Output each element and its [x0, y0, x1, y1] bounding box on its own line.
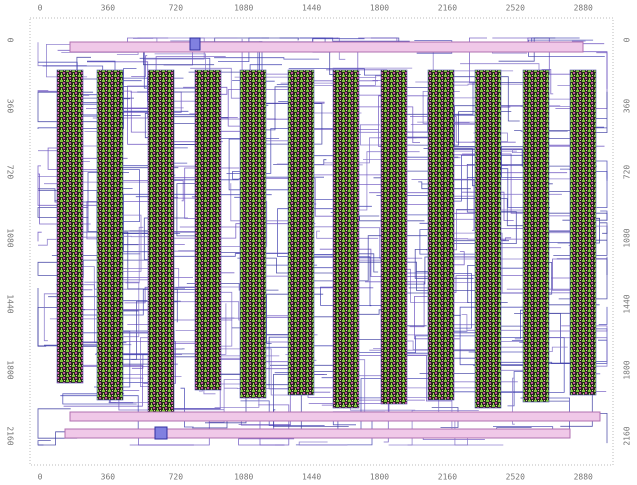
cell-row [381, 70, 407, 404]
cell-row [288, 70, 314, 395]
y-tick-label: 1080 [6, 228, 15, 247]
power-strap [65, 429, 570, 438]
cell-row [240, 70, 266, 398]
pad [190, 38, 200, 50]
y-tick-label: 2160 [6, 426, 15, 445]
cell-row [148, 70, 174, 412]
power-strap [70, 412, 600, 421]
x-tick-label: 1800 [370, 4, 389, 13]
y-tick-label: 720 [623, 165, 632, 180]
x-tick-label: 1080 [234, 473, 253, 482]
x-tick-label: 2880 [574, 4, 593, 13]
y-tick-label: 720 [6, 165, 15, 180]
cell-row [195, 70, 221, 390]
x-tick-label: 0 [38, 473, 43, 482]
x-tick-label: 1440 [302, 4, 321, 13]
cell-row [570, 70, 596, 395]
cell-row [428, 70, 454, 400]
y-tick-label: 1800 [623, 360, 632, 379]
cell-row [57, 70, 83, 383]
x-tick-label: 360 [101, 4, 116, 13]
y-tick-label: 1800 [6, 360, 15, 379]
cell-row [97, 70, 123, 400]
x-tick-label: 1080 [234, 4, 253, 13]
y-tick-label: 1440 [623, 294, 632, 313]
layout-view: 0 0 360 360 720 720 1080 1080 1440 1440 1800 1800 21… [0, 0, 637, 485]
y-tick-label: 1080 [623, 228, 632, 247]
x-tick-label: 1440 [302, 473, 321, 482]
y-tick-label: 0 [623, 37, 632, 42]
x-tick-label: 0 [38, 4, 43, 13]
y-tick-label: 360 [623, 99, 632, 114]
x-tick-label: 2880 [574, 473, 593, 482]
x-tick-label: 2520 [506, 473, 525, 482]
x-tick-label: 2520 [506, 4, 525, 13]
y-tick-label: 2160 [623, 426, 632, 445]
power-strap [70, 42, 583, 52]
x-tick-label: 2160 [438, 4, 457, 13]
pad [155, 427, 167, 439]
cell-row [523, 70, 549, 402]
x-tick-label: 2160 [438, 473, 457, 482]
x-tick-label: 360 [101, 473, 116, 482]
x-tick-label: 1800 [370, 473, 389, 482]
y-tick-label: 360 [6, 99, 15, 114]
y-tick-label: 0 [6, 38, 15, 43]
y-tick-label: 1440 [6, 294, 15, 313]
cell-row [333, 70, 359, 408]
x-tick-label: 720 [169, 4, 184, 13]
x-tick-label: 720 [169, 473, 184, 482]
cell-row [475, 70, 501, 408]
